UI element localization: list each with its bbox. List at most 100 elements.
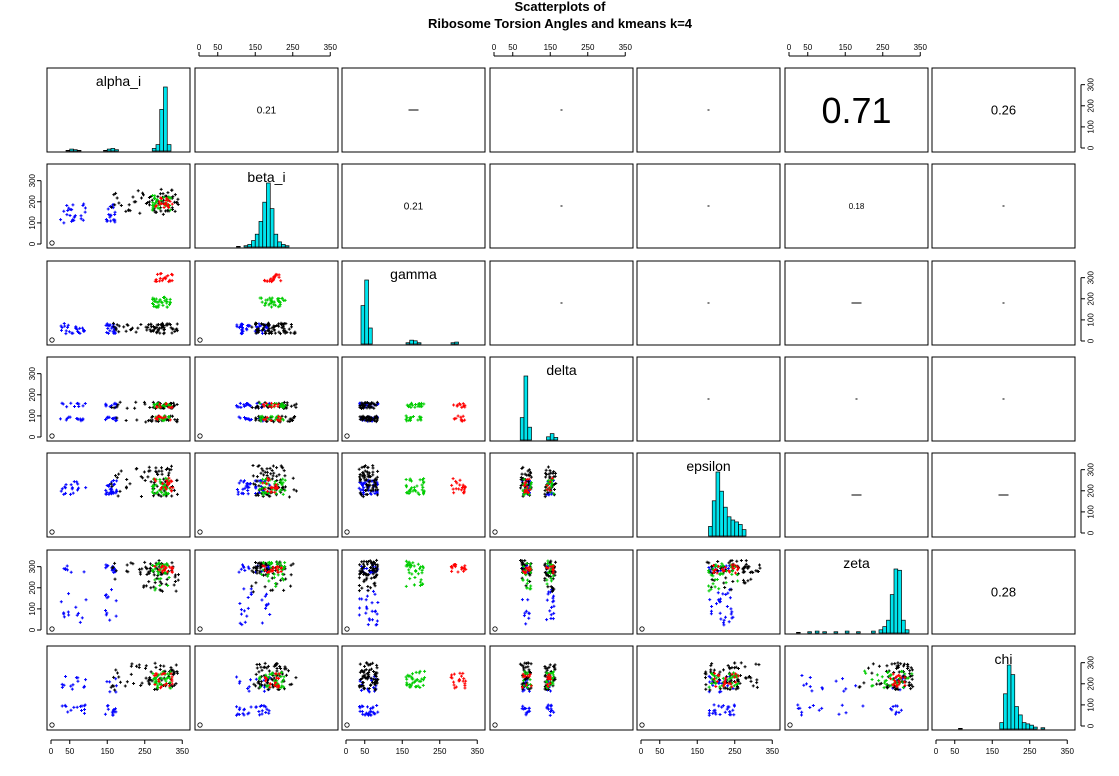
data-point xyxy=(361,680,365,684)
data-point xyxy=(112,479,116,483)
data-point xyxy=(870,671,874,675)
panel-frame xyxy=(489,645,634,731)
data-point xyxy=(267,709,271,713)
data-point xyxy=(371,470,375,474)
data-point xyxy=(139,196,143,200)
data-point xyxy=(277,299,281,303)
histogram-bar xyxy=(258,221,264,248)
data-point xyxy=(104,418,108,422)
data-point xyxy=(373,415,377,419)
data-point xyxy=(454,487,458,491)
data-point xyxy=(168,418,172,422)
data-point xyxy=(107,491,111,495)
data-point xyxy=(164,277,168,281)
data-point xyxy=(524,584,528,588)
data-point xyxy=(527,612,531,616)
data-point xyxy=(412,583,416,587)
data-point xyxy=(711,672,715,676)
data-point xyxy=(154,277,158,281)
data-point xyxy=(156,472,160,476)
data-point xyxy=(552,594,556,598)
data-point xyxy=(115,671,119,675)
data-point xyxy=(152,492,156,496)
data-point xyxy=(159,494,163,498)
data-point xyxy=(144,666,148,670)
data-point xyxy=(416,418,420,422)
data-point xyxy=(552,475,556,479)
data-point xyxy=(368,406,372,410)
data-point xyxy=(237,681,241,685)
data-point xyxy=(273,683,277,687)
data-point xyxy=(259,680,263,684)
data-point xyxy=(549,613,553,617)
data-point xyxy=(109,482,113,486)
data-point xyxy=(728,710,732,714)
data-point xyxy=(176,202,180,206)
data-point xyxy=(267,491,271,495)
data-point xyxy=(902,664,906,668)
data-point xyxy=(362,482,366,486)
data-point xyxy=(270,326,274,330)
data-point xyxy=(113,561,117,565)
data-point xyxy=(167,476,171,480)
data-point xyxy=(83,210,87,214)
data-point xyxy=(523,571,527,575)
data-point xyxy=(376,488,380,492)
data-point xyxy=(370,405,374,409)
data-point xyxy=(371,572,375,576)
data-point xyxy=(164,566,168,570)
data-point xyxy=(105,680,109,684)
data-point xyxy=(275,662,279,666)
data-point xyxy=(408,674,412,678)
data-point xyxy=(731,687,735,691)
data-point xyxy=(414,678,418,682)
data-point xyxy=(275,564,279,568)
data-point xyxy=(256,681,260,685)
panel-chi-zeta xyxy=(784,645,929,731)
data-point xyxy=(255,666,259,670)
data-point xyxy=(249,705,253,709)
correlation-value: 0.28 xyxy=(991,585,1016,600)
data-point xyxy=(365,594,369,598)
data-point xyxy=(548,568,552,572)
data-point xyxy=(280,576,284,580)
data-point xyxy=(416,684,420,688)
data-point xyxy=(362,578,366,582)
data-point xyxy=(367,712,371,716)
data-point xyxy=(275,676,279,680)
data-point xyxy=(72,480,76,484)
data-point xyxy=(550,605,554,609)
data-point xyxy=(711,567,715,571)
data-point xyxy=(735,573,739,577)
data-point xyxy=(285,673,289,677)
data-point xyxy=(285,330,289,334)
data-point xyxy=(152,481,156,485)
data-point xyxy=(360,415,364,419)
data-point xyxy=(153,661,157,665)
x-tick-label: 150 xyxy=(544,43,558,52)
data-point xyxy=(241,492,245,496)
data-point xyxy=(160,469,164,473)
data-point xyxy=(265,592,269,596)
x-tick-label: 150 xyxy=(691,747,705,756)
data-point xyxy=(374,403,378,407)
data-point xyxy=(521,704,525,708)
data-point xyxy=(894,684,898,688)
panel-beta_i-alpha_i xyxy=(46,163,191,249)
data-point xyxy=(720,567,724,571)
data-point xyxy=(714,563,718,567)
data-point xyxy=(259,419,263,423)
panel-frame xyxy=(341,163,486,249)
data-point xyxy=(247,685,251,689)
data-point xyxy=(456,414,460,418)
histogram-bar xyxy=(546,436,551,441)
data-point xyxy=(176,578,180,582)
data-point xyxy=(70,331,74,335)
data-point xyxy=(461,402,465,406)
data-point xyxy=(139,684,143,688)
data-point xyxy=(147,465,151,469)
data-point xyxy=(523,661,527,665)
data-point xyxy=(805,682,809,686)
data-point xyxy=(362,486,366,490)
data-point xyxy=(726,687,730,691)
